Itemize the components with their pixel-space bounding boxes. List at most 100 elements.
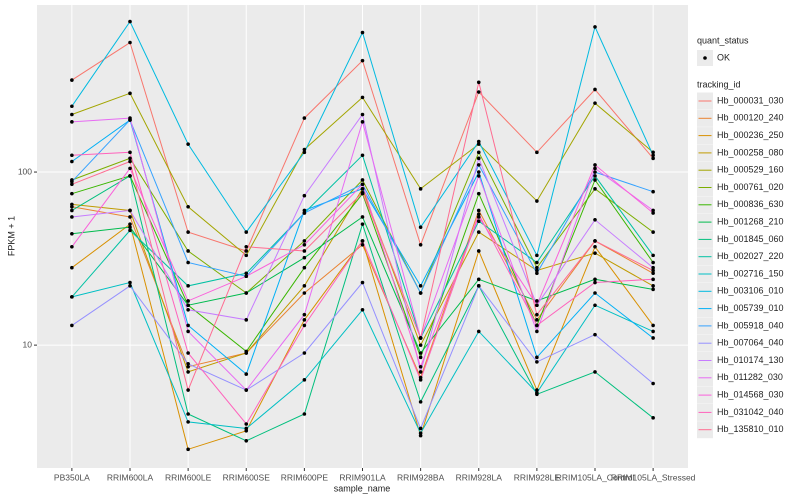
- x-tick-label: PB350LA: [54, 472, 90, 482]
- data-point: [128, 150, 132, 155]
- data-point: [651, 323, 655, 328]
- data-point: [535, 329, 539, 334]
- data-point: [128, 215, 132, 219]
- data-point: [535, 199, 539, 203]
- data-point: [593, 303, 597, 308]
- data-point: [128, 228, 132, 233]
- data-point: [186, 284, 190, 288]
- legend-label: Hb_000120_240: [717, 113, 784, 123]
- data-point: [476, 90, 481, 94]
- data-point: [535, 318, 539, 322]
- data-point: [186, 351, 190, 355]
- data-point: [360, 222, 365, 226]
- data-point: [593, 87, 597, 92]
- data-point: [302, 193, 307, 198]
- x-tick-label: RRIM928LE: [514, 472, 561, 482]
- data-point: [360, 215, 365, 219]
- data-point: [651, 277, 655, 282]
- data-point: [418, 431, 423, 435]
- data-point: [476, 230, 481, 234]
- data-point: [302, 147, 307, 152]
- data-point: [360, 112, 365, 117]
- data-point: [128, 40, 132, 45]
- legend-label: Hb_005739_010: [717, 303, 784, 313]
- data-point: [360, 280, 365, 285]
- data-point: [593, 239, 597, 243]
- data-point: [244, 271, 249, 276]
- data-point: [651, 284, 655, 288]
- data-point: [476, 80, 481, 85]
- data-point: [70, 215, 74, 219]
- data-point: [244, 274, 249, 279]
- data-point: [535, 312, 539, 317]
- data-point: [186, 329, 190, 334]
- data-point: [593, 291, 597, 295]
- data-point: [244, 439, 249, 443]
- data-point: [418, 426, 423, 431]
- data-point: [535, 323, 539, 328]
- data-point: [70, 153, 74, 158]
- data-point: [360, 190, 365, 195]
- data-point: [418, 225, 423, 230]
- data-point: [593, 244, 597, 249]
- legend-label: Hb_001845_060: [717, 234, 784, 244]
- data-point: [593, 101, 597, 105]
- data-point: [360, 120, 365, 124]
- data-point: [418, 400, 423, 404]
- data-point: [186, 230, 190, 234]
- x-tick-label: RRIM600LA: [107, 472, 154, 482]
- data-point: [535, 260, 539, 265]
- data-point: [244, 230, 249, 234]
- data-point: [476, 215, 481, 219]
- data-point: [535, 391, 539, 395]
- data-point: [244, 244, 249, 249]
- data-point: [70, 159, 74, 164]
- data-point: [593, 370, 597, 374]
- data-point: [360, 187, 365, 191]
- data-point: [302, 265, 307, 270]
- data-point: [418, 242, 423, 247]
- data-point: [535, 268, 539, 273]
- data-point: [302, 351, 307, 355]
- data-point: [535, 271, 539, 276]
- legend-label: Hb_003106_010: [717, 286, 784, 296]
- data-point: [70, 295, 74, 299]
- x-tick-label: RRIM600LE: [165, 472, 212, 482]
- data-point: [186, 364, 190, 369]
- data-point: [302, 412, 307, 416]
- y-tick-label: 10: [23, 339, 33, 349]
- data-point: [360, 58, 365, 63]
- data-point: [186, 249, 190, 253]
- data-point: [651, 156, 655, 161]
- data-point: [593, 187, 597, 191]
- legend-label: Hb_000258_080: [717, 147, 784, 157]
- legend-label: Hb_002027_220: [717, 251, 784, 261]
- data-point: [128, 280, 132, 285]
- data-point: [651, 381, 655, 386]
- data-point: [70, 244, 74, 249]
- x-tick-label: RRIM105LA_Control: [556, 472, 635, 482]
- data-point: [476, 170, 481, 174]
- legend-label: Hb_031042_040: [717, 407, 784, 417]
- legend-label: Hb_000529_160: [717, 165, 784, 175]
- data-point: [535, 150, 539, 155]
- data-point: [186, 361, 190, 366]
- data-point: [302, 378, 307, 382]
- x-tick-label: RRIM600PE: [281, 472, 329, 482]
- data-point: [70, 179, 74, 184]
- data-point: [535, 355, 539, 360]
- data-point: [186, 299, 190, 303]
- data-point: [302, 116, 307, 120]
- data-point: [476, 174, 481, 178]
- x-tick-label: RRIM901LA: [339, 472, 386, 482]
- legend-label: Hb_000236_250: [717, 130, 784, 140]
- data-point: [476, 156, 481, 161]
- data-point: [70, 202, 74, 207]
- x-axis-title: sample_name: [334, 483, 391, 493]
- data-point: [244, 422, 249, 426]
- data-point: [651, 211, 655, 215]
- data-point: [128, 116, 132, 120]
- data-point: [651, 208, 655, 213]
- data-point: [70, 208, 74, 213]
